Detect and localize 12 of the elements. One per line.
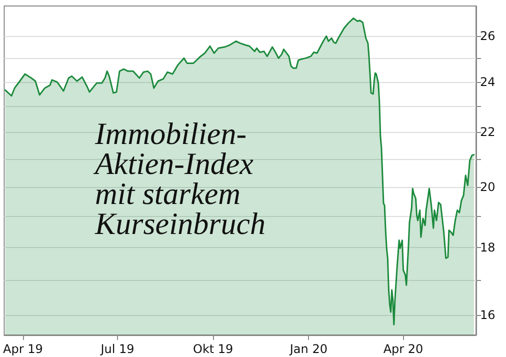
y-tick-label: 20 [480, 180, 496, 194]
x-tick-label: Apr 19 [3, 342, 43, 356]
y-tick-label: 26 [480, 29, 496, 44]
x-tick-label: Okt 19 [192, 342, 234, 356]
x-tick-label: Jan 20 [288, 342, 328, 356]
annotation: Immobilien- Aktien-Index mit starkem Kurseinbruch [93, 116, 266, 241]
y-tick-label: 16 [480, 308, 496, 322]
x-tick-label: Apr 20 [383, 342, 424, 356]
x-tick-label: Jul 19 [100, 342, 134, 356]
y-tick-label: 24 [480, 75, 496, 90]
y-tick-label: 22 [480, 125, 496, 140]
y-tick-label: 18 [480, 240, 496, 254]
